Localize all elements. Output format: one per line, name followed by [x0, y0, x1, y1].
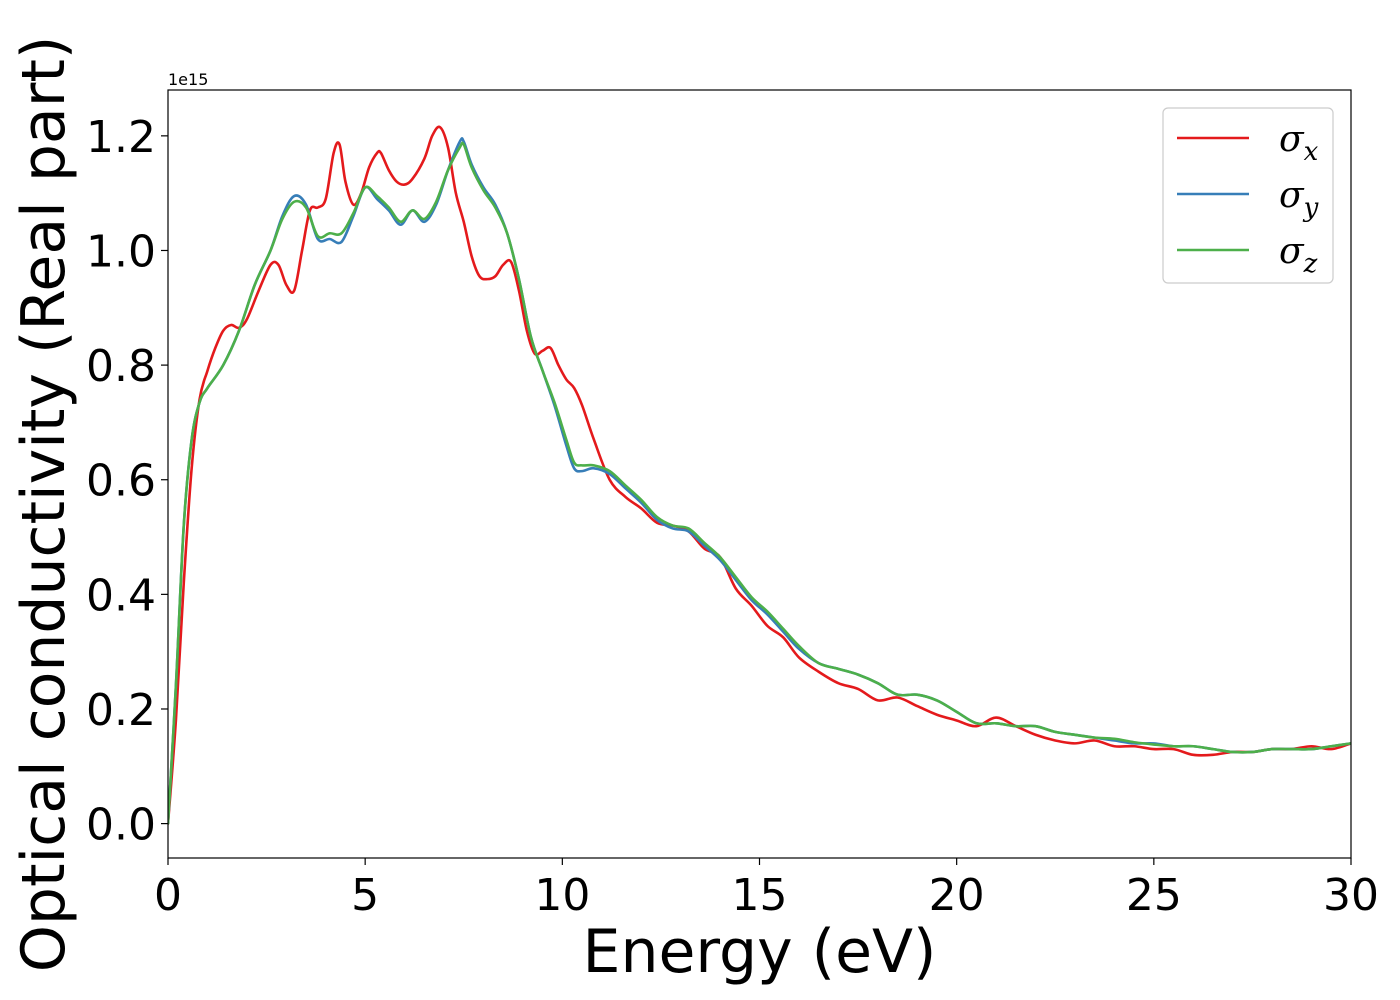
- y-tick-label: 1.2: [86, 112, 156, 163]
- x-tick-label: 0: [154, 870, 182, 921]
- legend-item-z: σz: [1177, 231, 1318, 279]
- x-tick-label: 20: [929, 870, 985, 921]
- legend-label-y: σy: [1279, 175, 1319, 223]
- y-axis-ticks: 0.0 0.2 0.4 0.6 0.8 1.0 1.2: [86, 112, 168, 851]
- x-tick-label: 5: [351, 870, 379, 921]
- x-axis-ticks: 0 5 10 15 20 25 30: [154, 858, 1379, 921]
- y-axis-label: Optical conductivity (Real part): [9, 36, 79, 973]
- x-tick-label: 10: [534, 870, 590, 921]
- series-layer: [168, 125, 1351, 825]
- legend-symbol: σ: [1279, 119, 1305, 160]
- y-axis-offset-text: 1e15: [168, 70, 208, 89]
- x-tick-label: 30: [1323, 870, 1379, 921]
- legend-subscript: z: [1303, 249, 1318, 279]
- series-line-z: [168, 141, 1351, 825]
- legend-item-y: σy: [1177, 175, 1319, 223]
- y-tick-label: 0.0: [86, 800, 156, 851]
- legend-label-x: σx: [1279, 119, 1319, 167]
- x-tick-label: 15: [732, 870, 788, 921]
- legend-subscript: y: [1303, 193, 1319, 223]
- y-tick-label: 0.6: [86, 456, 156, 507]
- legend-item-x: σx: [1177, 119, 1319, 167]
- y-tick-label: 0.2: [86, 685, 156, 736]
- y-tick-label: 0.4: [86, 570, 156, 621]
- x-axis-label: Energy (eV): [583, 917, 937, 987]
- legend-box: [1162, 107, 1334, 284]
- legend-label-z: σz: [1279, 231, 1318, 279]
- legend-symbol: σ: [1279, 175, 1305, 216]
- legend-subscript: x: [1304, 137, 1319, 167]
- legend-symbol: σ: [1279, 231, 1305, 272]
- y-tick-label: 1.0: [86, 226, 156, 277]
- series-line-x: [168, 125, 1351, 825]
- x-tick-label: 25: [1126, 870, 1182, 921]
- y-tick-label: 0.8: [86, 341, 156, 392]
